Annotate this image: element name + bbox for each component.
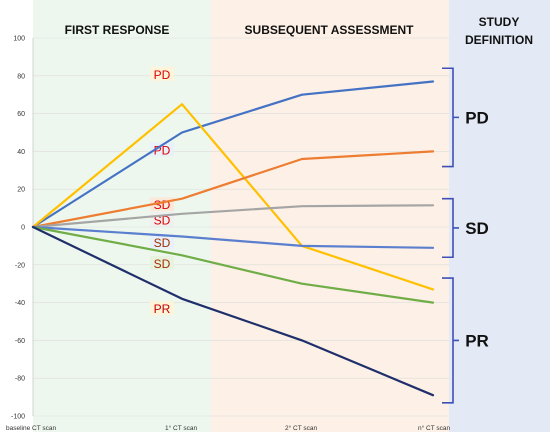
study-label-sd: SD bbox=[465, 219, 489, 238]
y-tick-label: -100 bbox=[11, 414, 25, 421]
band-title-study: STUDY bbox=[479, 15, 520, 29]
series-line-3 bbox=[31, 150, 435, 229]
series-line-6 bbox=[31, 225, 435, 304]
response-label-highlight bbox=[150, 301, 174, 316]
study-bracket-pd bbox=[442, 67, 459, 168]
y-tick-label: 100 bbox=[13, 36, 25, 43]
series-line-1 bbox=[31, 80, 435, 229]
response-label-highlight bbox=[150, 255, 174, 270]
y-tick-label: 80 bbox=[17, 73, 25, 80]
response-label-pr: PR bbox=[154, 302, 171, 316]
study-bracket-sd bbox=[442, 197, 459, 259]
response-label-pd: PD bbox=[154, 68, 171, 82]
response-label-highlight bbox=[150, 66, 174, 81]
series-line-4 bbox=[31, 204, 435, 229]
study-bracket-pr bbox=[442, 277, 459, 404]
y-tick-label: -60 bbox=[15, 338, 25, 345]
study-label-pr: PR bbox=[465, 331, 489, 350]
series-line-7 bbox=[31, 225, 435, 397]
x-tick-label: baseline CT scan bbox=[6, 425, 56, 432]
x-tick-label: 1° CT scan bbox=[165, 424, 197, 432]
y-tick-label: -80 bbox=[15, 376, 25, 383]
x-tick-label: n° CT scan bbox=[418, 424, 450, 432]
band-background-3 bbox=[449, 0, 550, 432]
y-tick-label: 0 bbox=[21, 225, 25, 232]
band-title-subsequent-assessment: SUBSEQUENT ASSESSMENT bbox=[245, 23, 415, 37]
response-label-highlight bbox=[150, 142, 174, 157]
band-background-2 bbox=[211, 0, 449, 432]
band-title-definition: DEFINITION bbox=[465, 33, 533, 47]
study-label-pd: PD bbox=[465, 108, 489, 127]
response-label-sd: SD bbox=[154, 257, 171, 271]
y-tick-label: -40 bbox=[15, 300, 25, 307]
band-title-first-response: FIRST RESPONSE bbox=[65, 23, 170, 37]
y-tick-label: 40 bbox=[17, 149, 25, 156]
response-label-highlight bbox=[150, 235, 174, 250]
series-line-5 bbox=[31, 225, 435, 249]
y-tick-label: -20 bbox=[15, 262, 25, 269]
y-tick-label: 60 bbox=[17, 111, 25, 118]
band-background-1 bbox=[33, 0, 211, 432]
series-line-2 bbox=[31, 103, 435, 291]
response-label-sd: SD bbox=[154, 236, 171, 250]
x-tick-label: 2° CT scan bbox=[285, 424, 317, 432]
y-tick-label: 20 bbox=[17, 187, 25, 194]
